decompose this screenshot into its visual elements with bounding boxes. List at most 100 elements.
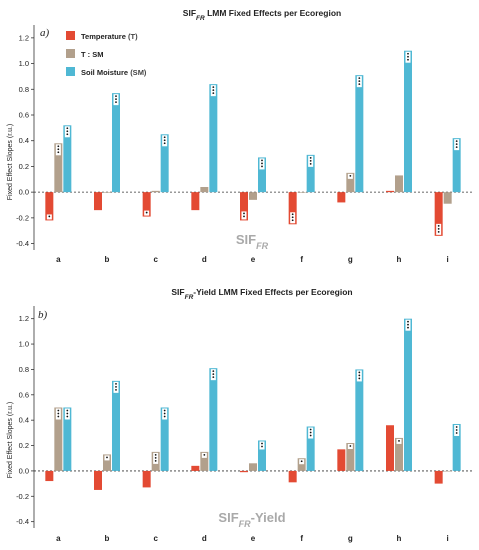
panel-b-category-label: e [251,534,256,543]
panel-a-sig-dot [261,159,263,162]
panel-a-bar-temperature [240,192,248,221]
panel-b-sig-dot [309,431,312,434]
panel-a-sig-dot [407,58,409,61]
panel-a-plot: -0.4 -0.2 0.0 0.2 0.4 0.6 0.8 1.0 1.2 a b c d e f g h i [16,25,472,264]
panel-a-sig-dot [261,165,263,168]
panel-a-sig-dot [66,130,69,133]
panel-a-category-label: a [56,255,61,264]
panel-b-bar-temperature [142,470,151,488]
panel-b-category-label: f [300,534,303,543]
panel-b-sig-dot [163,409,166,412]
panel-b-y-tick-label: 1.0 [19,340,29,349]
panel-b-sig-dot [154,456,157,459]
panel-a-bar-soil-moisture [306,154,315,193]
panel-a-sig-dot [349,174,352,177]
panel-a-bar-temperature [337,192,346,203]
panel-a-category-label: b [105,255,110,264]
panel-a-sig-dot [437,227,440,230]
panel-a-sig-dot [358,83,361,86]
panel-a-bar-temperature [434,192,443,236]
panel-b-bar-soil-moisture [258,440,266,471]
panel-b-bar-interaction [54,407,63,471]
panel-b-sig-dot [66,415,69,418]
panel-a-category-label: i [447,255,449,264]
panel-b-y-tick-label: -0.2 [16,492,29,501]
panel-b-sig-dot [407,323,409,326]
panel-b-bar-interaction [346,443,355,471]
panel-b-sig-dot [57,412,60,415]
panel-b-category-label: d [202,534,207,543]
panel-a-category-label: e [251,255,256,264]
panel-b-bar-soil-moisture [160,407,169,471]
panel-b-sig-dot [261,445,263,448]
panel-b-bar-temperature [94,470,102,490]
panel-a-category-label: d [202,255,207,264]
panel-b-sig-dot [349,445,352,447]
panel-a-sig-dot [309,159,312,162]
panel-b-category-label: i [447,534,449,543]
panel-b-bar-soil-moisture [404,318,412,471]
panel-b-bar-soil-moisture [306,426,315,471]
panel-b-sig-dot [115,382,117,385]
panel-b-bar-soil-moisture [209,368,218,471]
panel-b-watermark: SIFFR-Yield [218,510,285,529]
panel-a-sig-dot [115,95,117,98]
panel-a-bar-interaction [297,192,306,193]
panel-a-sig-dot [163,136,166,139]
panel-a-y-tick-label: 0.4 [19,136,29,145]
panel-a-sig-dot [291,216,294,219]
panel-a-bar-soil-moisture [63,125,72,193]
panel-a-category-label: h [397,255,402,264]
panel-b-category-label: c [153,534,158,543]
panel-a-bar-soil-moisture [258,157,266,193]
panel-a-sig-dot [115,98,117,101]
panel-a-category-label: f [300,255,303,264]
panel-a-sig-box [241,211,247,220]
panel-b-bar-soil-moisture [355,369,364,471]
panel-b-bar-soil-moisture [63,407,72,471]
panel-b-bar-interaction [443,470,452,472]
panel-a-sig-dot [115,101,117,104]
panel-b-sig-dot [455,426,458,428]
panel-b-y-tick-label: 0.6 [19,390,29,399]
panel-a-bar-temperature [386,190,394,193]
panel-a-bar-soil-moisture [209,84,218,193]
panel-b-bar-interaction [395,437,403,471]
panel-b-y-tick-label: 0.8 [19,365,29,374]
panel-b-sig-dot [163,415,166,418]
panel-b-sig-dot [66,409,69,412]
panel-b-sig-dot [212,370,215,373]
panel-b-sig-dot [212,373,215,376]
panel-b-category-label: g [348,534,353,543]
panel-b-bar-soil-moisture [452,423,461,471]
panel-a-sig-dot [358,77,361,80]
panel-a-sig-dot [57,145,60,148]
legend-swatch-soil-moisture [66,67,75,76]
legend-label-soil-moisture: Soil Moisture (SM) [81,68,147,77]
panel-b-sig-dot [407,320,409,323]
panel-a-sig-dot [407,55,409,58]
panel-b-sig-dot [407,326,409,329]
panel-a-sig-dot [212,89,215,92]
panel-a-bar-interaction [151,190,160,193]
panel-a-sig-dot [243,212,245,215]
panel-a-bar-temperature [142,192,151,217]
panel-a-sig-dot [309,156,312,159]
panel-a-sig-dot [243,215,245,218]
panel-b-sig-dot [455,432,458,434]
panel-a-sig-dot [437,224,440,227]
panel-b-label: b) [38,309,48,321]
panel-a-bar-interaction [443,192,452,204]
panel-a-bar-interaction [103,192,111,193]
panel-a-sig-dot [163,142,166,145]
panel-b-bar-temperature [45,470,54,482]
panel-a-sig-dot [291,213,294,216]
panel-a-bar-interaction [249,192,257,200]
panel-b-sig-dot [66,412,69,415]
panel-b-sig-dot [203,453,206,456]
panel-b-bar-soil-moisture [112,380,120,471]
panel-b-plot: -0.4 -0.2 0.0 0.2 0.4 0.6 0.8 1.0 1.2 a b c d e f g h i [16,306,472,543]
panel-a-sig-dot [57,151,60,154]
panel-a-y-tick-label: 1.0 [19,59,29,68]
panel-a-sig-dot [407,52,409,55]
